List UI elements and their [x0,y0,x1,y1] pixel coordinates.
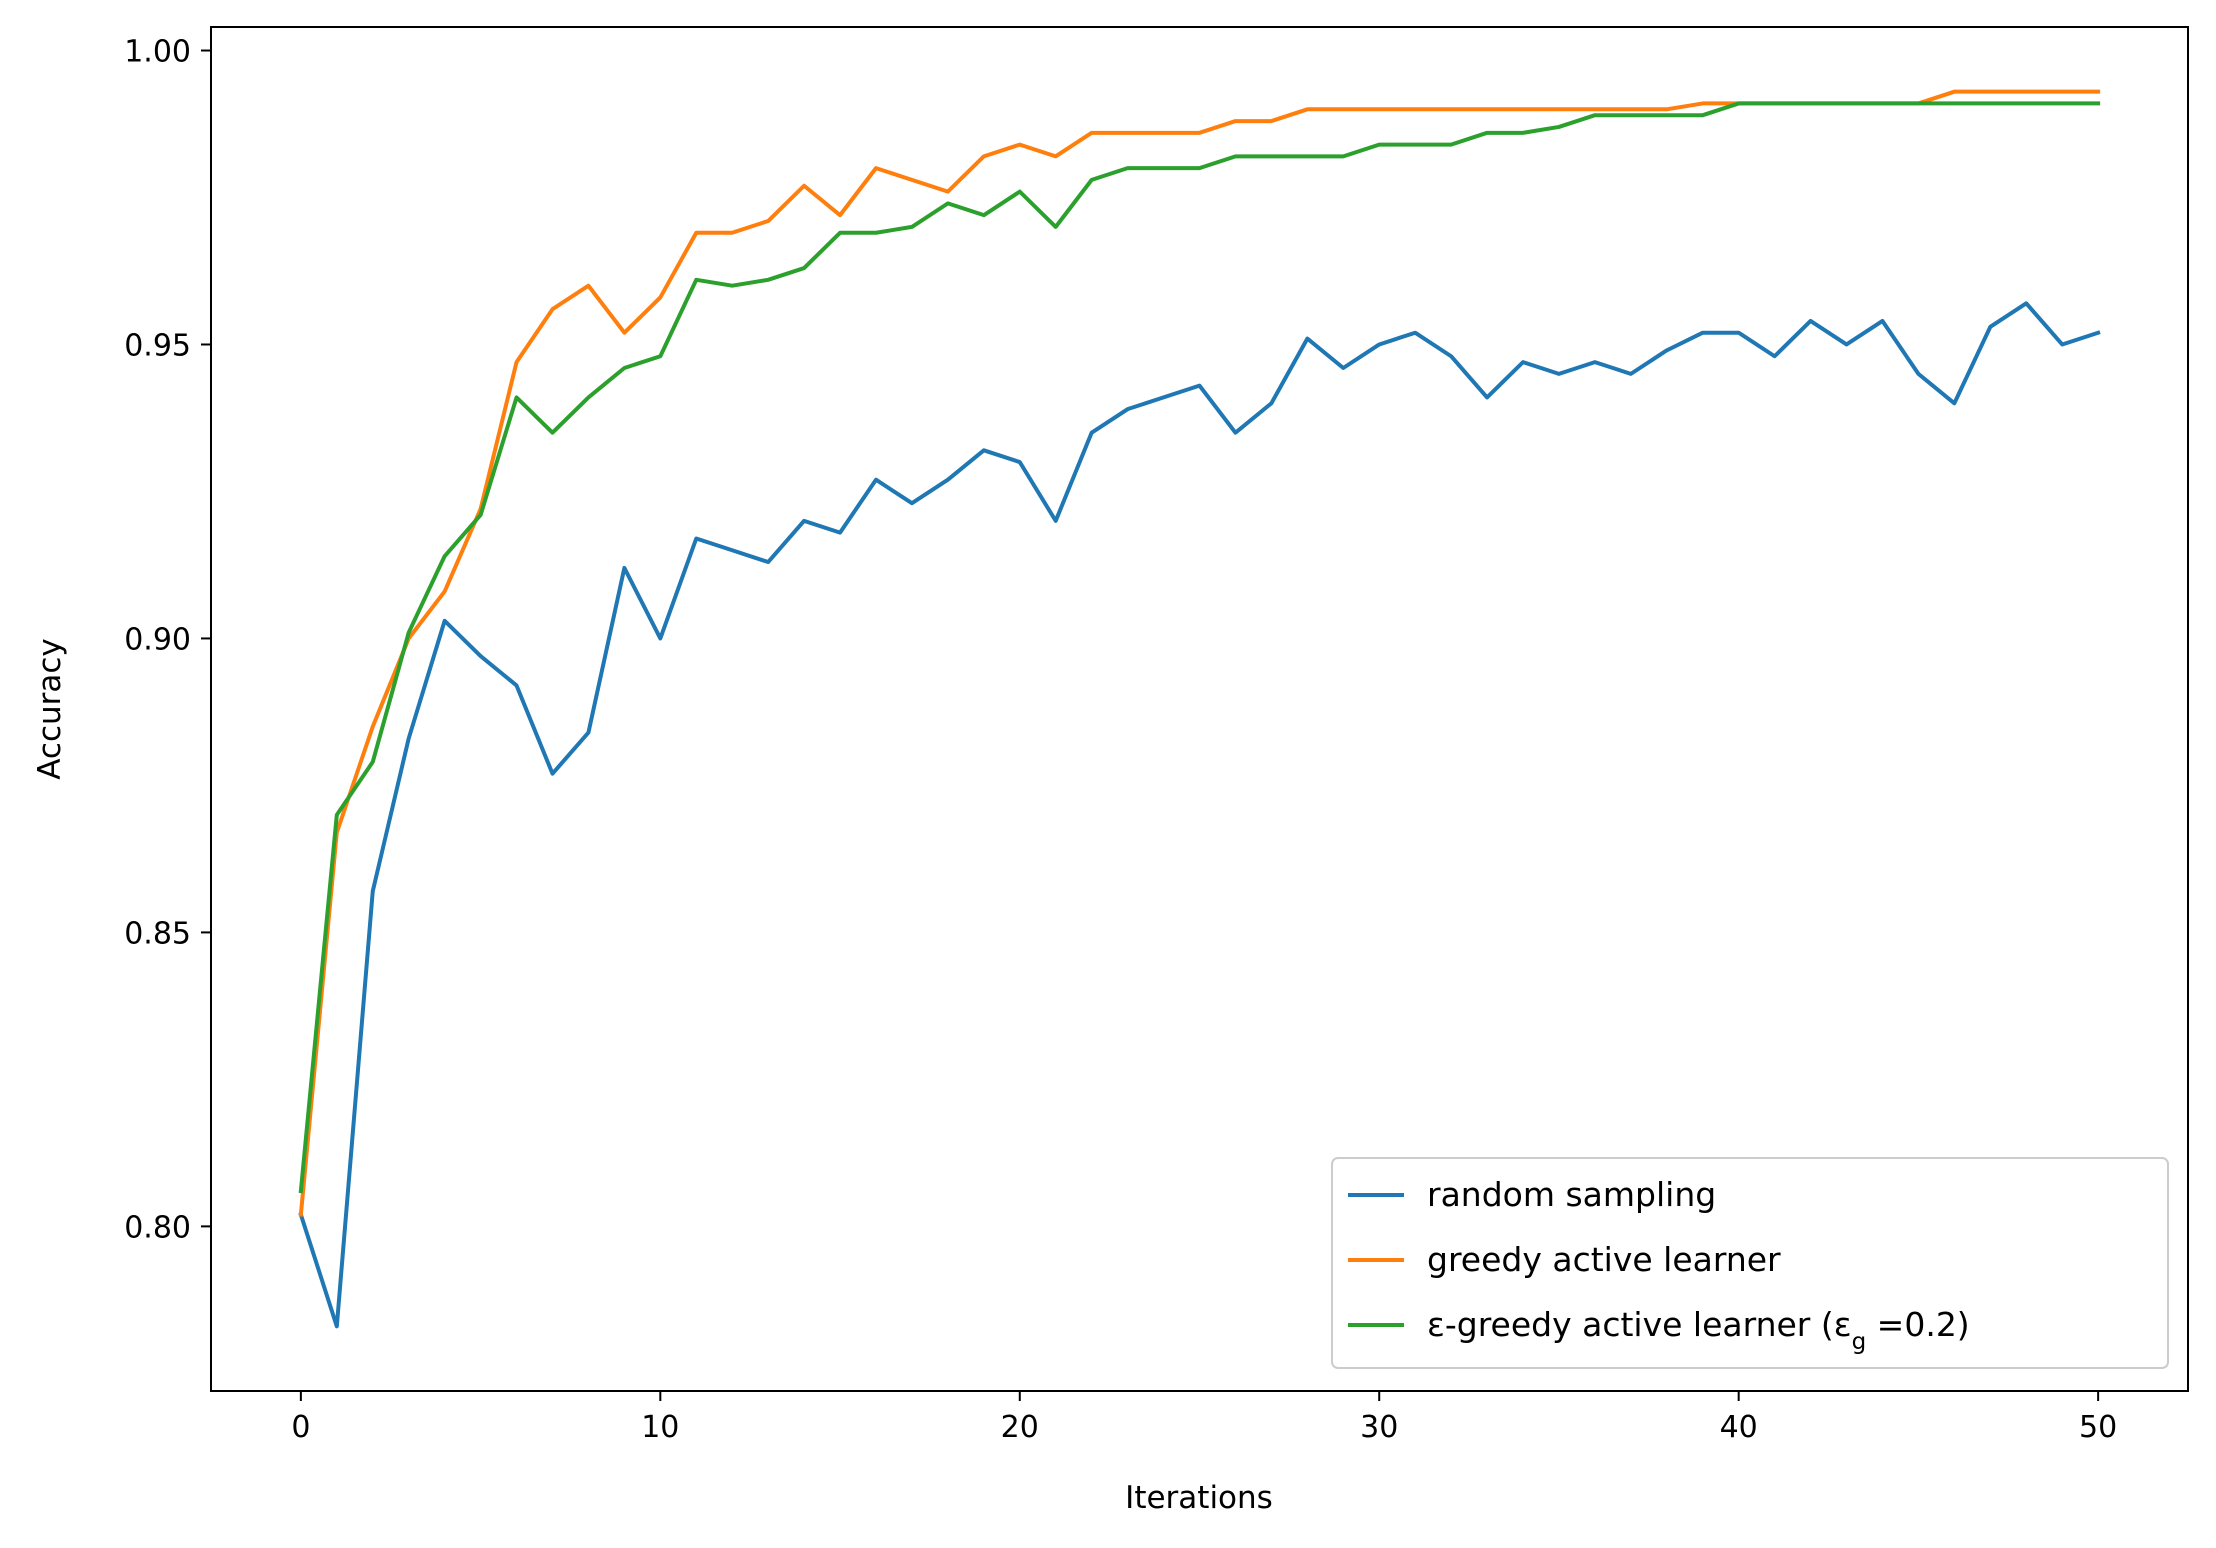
x-tick-label: 0 [291,1410,310,1445]
legend-box [1331,1157,2169,1369]
legend-label-2: ε-greedy active learner (εg =0.2) [1427,1305,1970,1355]
legend: random sampling greedy active learner ε-gr… [1331,1157,2169,1369]
series-layer [298,89,2101,1329]
y-tick-label: 0.90 [124,622,191,657]
series-line-0 [298,301,2101,1329]
plot-frame [210,26,2189,1392]
x-tick-label: 40 [1720,1410,1758,1445]
y-tick-label: 0.80 [124,1210,191,1245]
y-tick-label: 0.85 [124,916,191,951]
x-tick-label: 10 [641,1410,679,1445]
ticks-layer: 0 10 20 30 40 50 0.80 0.85 0.90 0.95 1.00 [124,35,2117,1445]
legend-label-1: greedy active learner [1427,1240,1781,1279]
x-tick-label: 50 [2079,1410,2117,1445]
legend-label-0: random sampling [1427,1175,1716,1214]
y-tick-label: 0.95 [124,328,191,363]
x-tick-label: 30 [1360,1410,1398,1445]
x-tick-label: 20 [1001,1410,1039,1445]
y-axis-label: Accuracy [32,638,68,780]
series-line-2 [298,101,2101,1194]
y-tick-label: 1.00 [124,35,191,70]
x-axis-label: Iterations [1125,1480,1273,1516]
